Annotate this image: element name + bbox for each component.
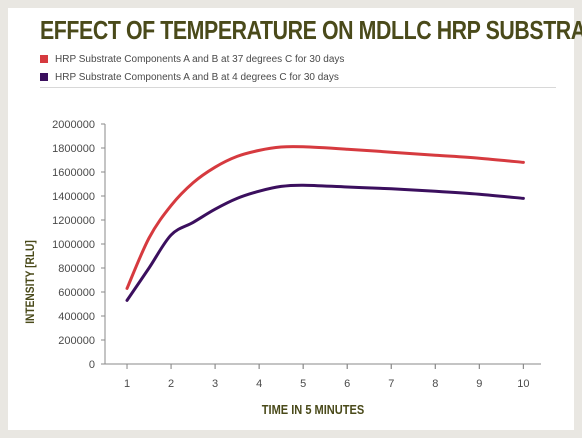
x-tick-label: 8 xyxy=(432,378,438,390)
legend-label-4c: HRP Substrate Components A and B at 4 de… xyxy=(55,71,339,83)
y-tick-label: 1200000 xyxy=(52,215,95,227)
chart-panel xyxy=(8,8,574,430)
header-divider xyxy=(40,87,556,88)
x-tick-label: 3 xyxy=(212,378,218,390)
legend-label-37c: HRP Substrate Components A and B at 37 d… xyxy=(55,53,345,65)
y-tick-label: 200000 xyxy=(58,335,95,347)
x-tick-label: 4 xyxy=(256,378,262,390)
chart-title: EFFECT OF TEMPERATURE ON MDLLC HRP SUBST… xyxy=(40,15,582,45)
x-tick-label: 10 xyxy=(517,378,529,390)
y-tick-label: 1400000 xyxy=(52,191,95,203)
y-tick-label: 800000 xyxy=(58,263,95,275)
x-axis-label: TIME IN 5 MINUTES xyxy=(262,402,364,417)
series-line-4c xyxy=(125,183,525,302)
x-tick-label: 2 xyxy=(168,378,174,390)
y-tick-label: 1600000 xyxy=(52,167,95,179)
x-tick-label: 5 xyxy=(300,378,306,390)
y-tick-label: 1800000 xyxy=(52,143,95,155)
legend-swatch-4c xyxy=(40,73,48,81)
y-tick-label: 600000 xyxy=(58,287,95,299)
x-tick-label: 7 xyxy=(388,378,394,390)
y-tick-label: 400000 xyxy=(58,311,95,323)
x-tick-label: 1 xyxy=(124,378,130,390)
y-tick-label: 0 xyxy=(89,359,95,371)
legend-swatch-37c xyxy=(40,55,48,63)
legend: HRP Substrate Components A and B at 37 d… xyxy=(40,50,344,86)
x-tick-label: 9 xyxy=(476,378,482,390)
y-axis-label: INTENSITY [RLU] xyxy=(24,240,37,324)
legend-item-4c: HRP Substrate Components A and B at 4 de… xyxy=(40,68,344,86)
y-tick-label: 2000000 xyxy=(52,119,95,131)
legend-item-37c: HRP Substrate Components A and B at 37 d… xyxy=(40,50,344,68)
y-tick-label: 1000000 xyxy=(52,239,95,251)
x-tick-label: 6 xyxy=(344,378,350,390)
series-line-37c xyxy=(125,145,525,290)
